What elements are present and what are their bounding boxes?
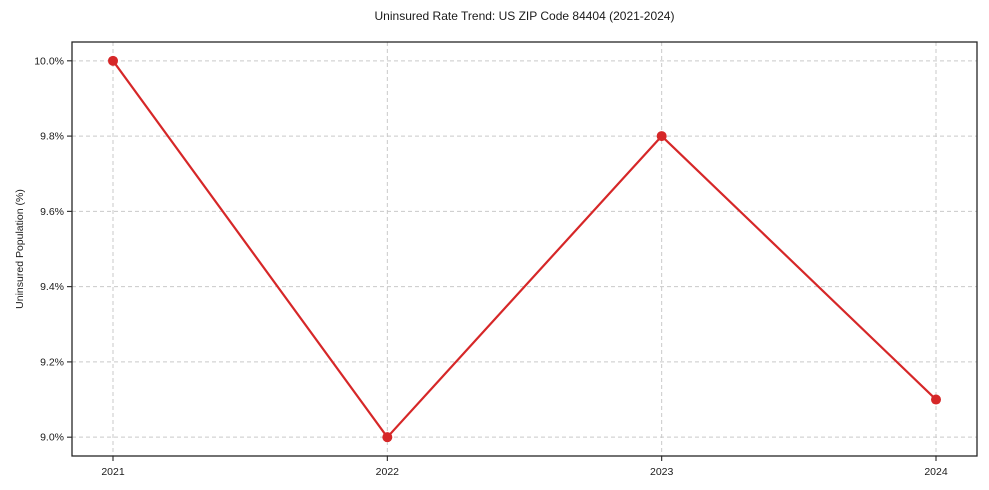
x-tick-label: 2022	[376, 466, 400, 478]
y-tick-label: 10.0%	[34, 55, 64, 67]
chart-title: Uninsured Rate Trend: US ZIP Code 84404 …	[374, 9, 675, 23]
y-tick-label: 9.6%	[40, 206, 64, 218]
x-tick-label: 2024	[924, 466, 948, 478]
y-tick-label: 9.4%	[40, 281, 64, 293]
y-axis-label-text: Uninsured Population (%)	[14, 189, 26, 309]
data-point-marker	[382, 432, 393, 443]
data-point-marker	[656, 131, 667, 142]
axes-border	[71, 41, 978, 457]
data-point-marker	[931, 394, 941, 405]
y-tick-label: 9.0%	[40, 432, 64, 444]
y-tick-label: 9.8%	[40, 131, 64, 143]
x-tick-label: 2021	[101, 466, 125, 478]
x-tick-label: 2023	[650, 466, 674, 478]
trend-line	[111, 59, 938, 439]
data-point-marker	[108, 55, 118, 66]
y-tick-label: 9.2%	[40, 356, 64, 368]
